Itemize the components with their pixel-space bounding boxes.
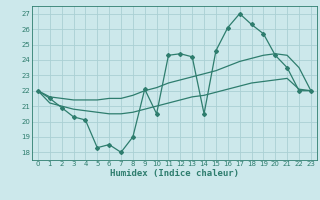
X-axis label: Humidex (Indice chaleur): Humidex (Indice chaleur): [110, 169, 239, 178]
